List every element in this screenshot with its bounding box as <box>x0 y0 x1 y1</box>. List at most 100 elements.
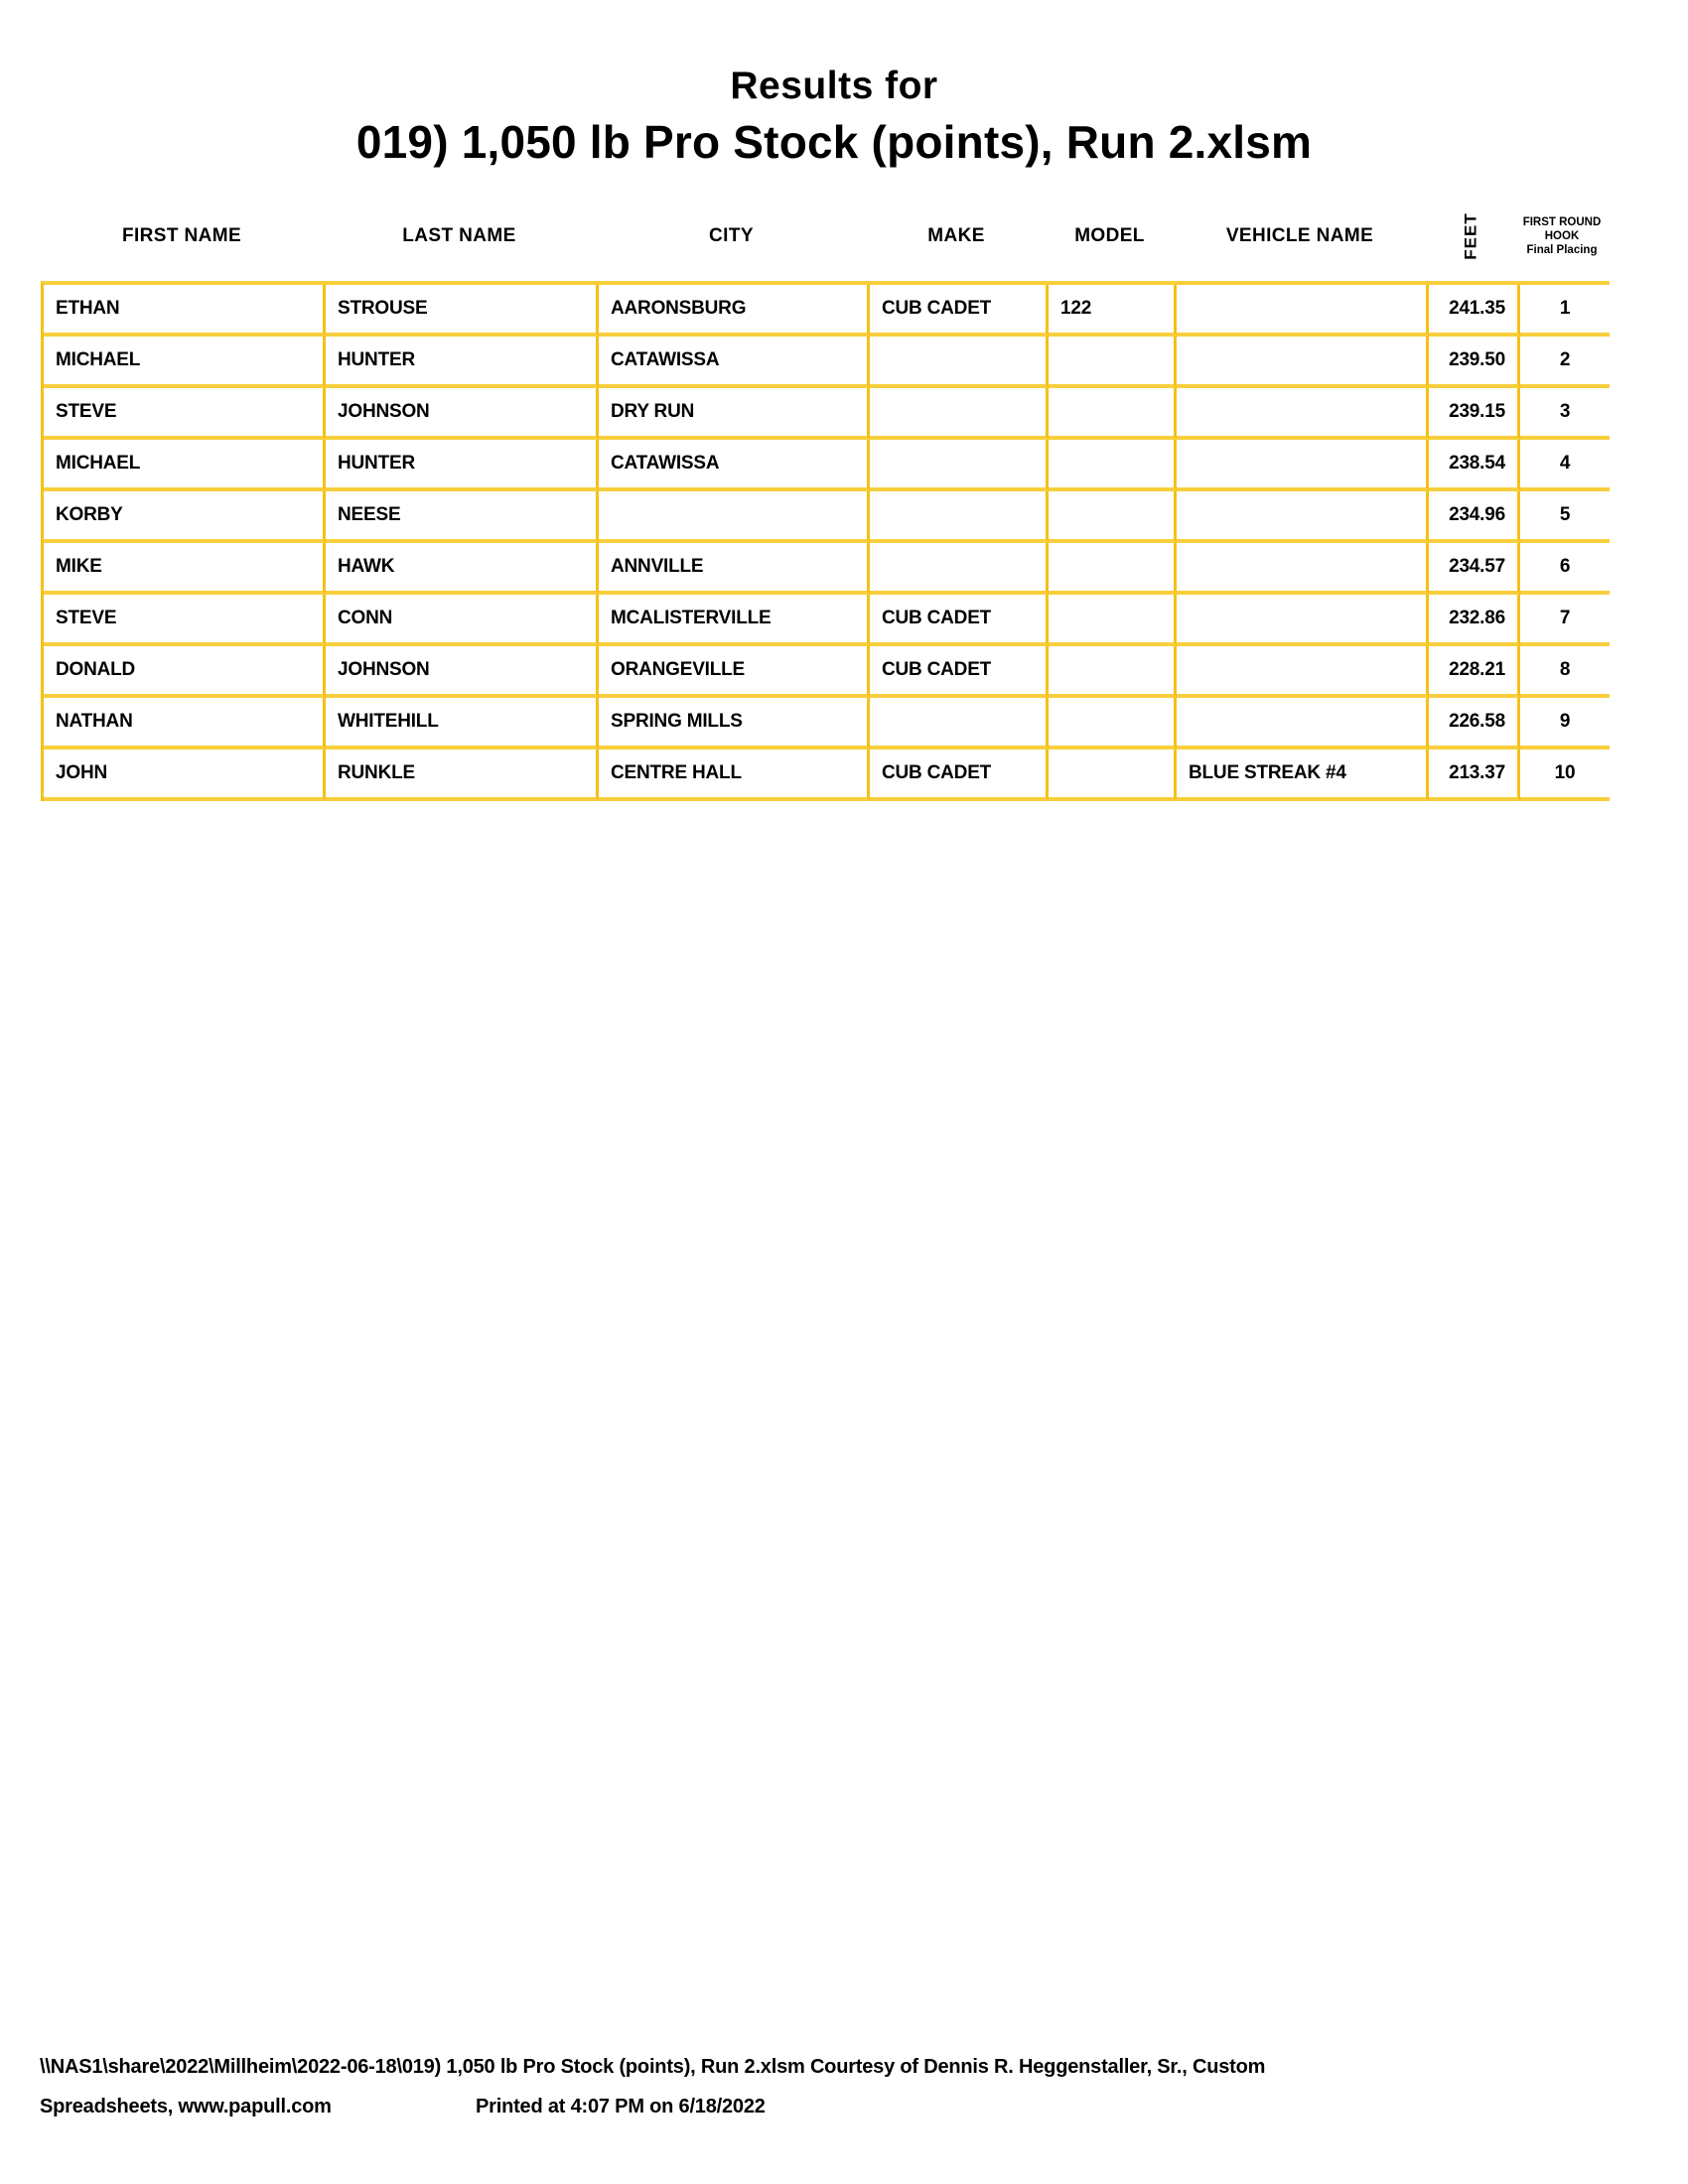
cell-city: MCALISTERVILLE <box>599 595 870 646</box>
cell-make: CUB CADET <box>870 595 1049 646</box>
column-header-model: MODEL <box>1074 224 1145 246</box>
cell-model <box>1049 388 1177 440</box>
cell-vehicle-name <box>1177 543 1429 595</box>
cell-first-name: MICHAEL <box>44 440 326 491</box>
cell-last-name: HUNTER <box>326 337 599 388</box>
cell-vehicle-name <box>1177 698 1429 750</box>
cell-last-name: HAWK <box>326 543 599 595</box>
cell-placing: 3 <box>1520 388 1610 440</box>
cell-city: CATAWISSA <box>599 440 870 491</box>
column-header-city: CITY <box>709 224 754 246</box>
cell-last-name: JOHNSON <box>326 646 599 698</box>
cell-make <box>870 543 1049 595</box>
cell-last-name: STROUSE <box>326 285 599 337</box>
cell-city: ANNVILLE <box>599 543 870 595</box>
cell-last-name: NEESE <box>326 491 599 543</box>
page-footer: \\NAS1\share\2022\Millheim\2022-06-18\01… <box>40 2047 1648 2126</box>
hook-header-line2: HOOK <box>1544 229 1580 242</box>
column-header-make: MAKE <box>927 224 985 246</box>
table-body: ETHAN STROUSE AARONSBURG CUB CADET 122 2… <box>41 281 1610 801</box>
cell-first-name: KORBY <box>44 491 326 543</box>
cell-first-name: ETHAN <box>44 285 326 337</box>
cell-feet: 232.86 <box>1429 595 1520 646</box>
feet-rotated-label: FEET <box>1461 211 1480 260</box>
cell-city: ORANGEVILLE <box>599 646 870 698</box>
cell-placing: 9 <box>1520 698 1610 750</box>
cell-vehicle-name <box>1177 285 1429 337</box>
cell-make <box>870 698 1049 750</box>
cell-make <box>870 388 1049 440</box>
cell-first-name: NATHAN <box>44 698 326 750</box>
cell-model <box>1049 698 1177 750</box>
cell-last-name: HUNTER <box>326 440 599 491</box>
cell-first-name: DONALD <box>44 646 326 698</box>
cell-feet: 234.57 <box>1429 543 1520 595</box>
column-header-vehicle-name: VEHICLE NAME <box>1225 224 1374 246</box>
cell-placing: 1 <box>1520 285 1610 337</box>
cell-make <box>870 440 1049 491</box>
cell-placing: 7 <box>1520 595 1610 646</box>
cell-make <box>870 491 1049 543</box>
cell-placing: 10 <box>1520 750 1610 801</box>
cell-feet: 228.21 <box>1429 646 1520 698</box>
page-title-line1: Results for <box>730 65 938 107</box>
cell-feet: 226.58 <box>1429 698 1520 750</box>
cell-model <box>1049 595 1177 646</box>
cell-feet: 238.54 <box>1429 440 1520 491</box>
column-header-final-placing: FIRST ROUND HOOK Final Placing <box>1517 191 1607 281</box>
cell-feet: 241.35 <box>1429 285 1520 337</box>
column-header-last-name: LAST NAME <box>402 224 516 246</box>
cell-model: 122 <box>1049 285 1177 337</box>
cell-city: CENTRE HALL <box>599 750 870 801</box>
cell-vehicle-name <box>1177 646 1429 698</box>
cell-first-name: MIKE <box>44 543 326 595</box>
column-header-first-name: FIRST NAME <box>121 224 242 246</box>
results-table: FIRST NAME LAST NAME CITY MAKE MODEL VEH… <box>41 191 1610 801</box>
hook-header-line1: FIRST ROUND <box>1522 215 1602 228</box>
cell-last-name: JOHNSON <box>326 388 599 440</box>
cell-placing: 4 <box>1520 440 1610 491</box>
page-title: Results for 019) 1,050 lb Pro Stock (poi… <box>0 62 1668 173</box>
cell-first-name: STEVE <box>44 388 326 440</box>
cell-make: CUB CADET <box>870 750 1049 801</box>
cell-vehicle-name <box>1177 491 1429 543</box>
page-title-filename: 019) 1,050 lb Pro Stock (points), Run 2.… <box>355 116 1313 168</box>
cell-feet: 213.37 <box>1429 750 1520 801</box>
cell-placing: 2 <box>1520 337 1610 388</box>
footer-spreadsheets-credit: Spreadsheets, www.papull.com <box>40 2096 332 2117</box>
cell-vehicle-name: BLUE STREAK #4 <box>1177 750 1429 801</box>
footer-printed-timestamp: Printed at 4:07 PM on 6/18/2022 <box>476 2096 766 2117</box>
cell-feet: 239.15 <box>1429 388 1520 440</box>
cell-feet: 239.50 <box>1429 337 1520 388</box>
cell-make: CUB CADET <box>870 646 1049 698</box>
cell-last-name: RUNKLE <box>326 750 599 801</box>
table-header-row: FIRST NAME LAST NAME CITY MAKE MODEL VEH… <box>41 191 1610 281</box>
cell-city <box>599 491 870 543</box>
cell-vehicle-name <box>1177 388 1429 440</box>
cell-model <box>1049 750 1177 801</box>
cell-model <box>1049 337 1177 388</box>
cell-placing: 6 <box>1520 543 1610 595</box>
cell-last-name: CONN <box>326 595 599 646</box>
cell-city: AARONSBURG <box>599 285 870 337</box>
cell-last-name: WHITEHILL <box>326 698 599 750</box>
cell-city: SPRING MILLS <box>599 698 870 750</box>
cell-model <box>1049 491 1177 543</box>
cell-make <box>870 337 1049 388</box>
column-header-feet: FEET <box>1426 191 1517 281</box>
cell-placing: 5 <box>1520 491 1610 543</box>
cell-model <box>1049 543 1177 595</box>
hook-header-line3: Final Placing <box>1526 243 1598 256</box>
cell-make: CUB CADET <box>870 285 1049 337</box>
cell-feet: 234.96 <box>1429 491 1520 543</box>
cell-model <box>1049 646 1177 698</box>
cell-first-name: MICHAEL <box>44 337 326 388</box>
cell-city: CATAWISSA <box>599 337 870 388</box>
footer-line2: Spreadsheets, www.papull.com Printed at … <box>40 2087 1648 2126</box>
cell-first-name: JOHN <box>44 750 326 801</box>
cell-placing: 8 <box>1520 646 1610 698</box>
cell-vehicle-name <box>1177 440 1429 491</box>
footer-file-path: \\NAS1\share\2022\Millheim\2022-06-18\01… <box>40 2056 1266 2078</box>
cell-model <box>1049 440 1177 491</box>
